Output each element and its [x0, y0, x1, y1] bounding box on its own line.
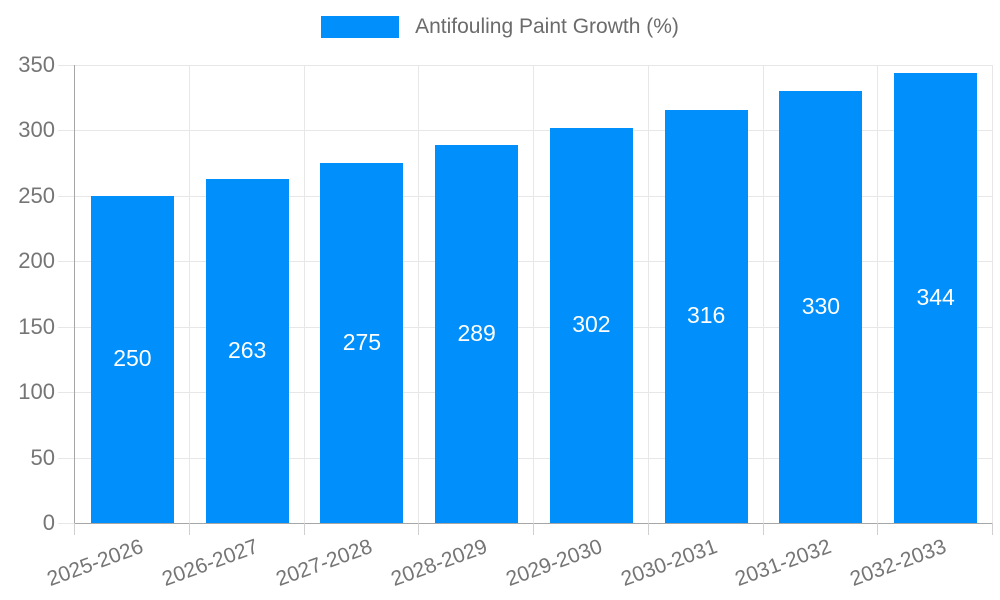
y-tick [58, 392, 74, 394]
y-gridline [75, 195, 993, 197]
y-gridline [75, 65, 993, 66]
x-gridline [762, 65, 764, 523]
y-axis-tick-label: 300 [18, 117, 55, 143]
y-axis-tick-label: 50 [30, 444, 55, 470]
y-axis-tick-label: 200 [18, 248, 55, 274]
x-tick [992, 523, 993, 535]
y-tick [58, 261, 74, 263]
x-tick [74, 523, 75, 535]
legend-item[interactable]: Antifouling Paint Growth (%) [0, 15, 1000, 39]
y-gridline [75, 326, 993, 328]
y-gridline [75, 261, 993, 263]
x-gridline [418, 65, 420, 523]
y-gridline [75, 457, 993, 459]
plot-area: 0 50 100 150 200 250 300 350 250 263 275 289 302 316 3… [18, 54, 993, 591]
y-gridline [75, 392, 993, 394]
legend-marker-swatch [321, 16, 400, 38]
x-gridline [647, 65, 649, 523]
bar-2032-2033[interactable] [894, 72, 978, 523]
y-tick [58, 326, 74, 328]
x-gridline [992, 65, 993, 523]
bar-2031-2032[interactable] [779, 91, 863, 523]
y-tick [58, 130, 74, 132]
y-tick [58, 457, 74, 459]
x-tick [647, 523, 649, 535]
x-axis-tick-label: 2025-2026 [43, 535, 147, 591]
bar-2025-2026[interactable] [90, 195, 174, 523]
y-tick [58, 523, 74, 524]
x-tick [418, 523, 420, 535]
x-tick [877, 523, 879, 535]
x-tick [303, 523, 305, 535]
y-axis-tick-label: 350 [18, 52, 55, 77]
x-axis-tick-label: 2029-2030 [502, 535, 606, 591]
x-axis-tick-label: 2028-2029 [388, 535, 491, 591]
bar-2029-2030[interactable] [549, 127, 633, 523]
y-tick [58, 65, 74, 66]
bar-2028-2029[interactable] [435, 144, 519, 523]
x-gridline [303, 65, 305, 523]
x-axis-tick-label: 2032-2033 [847, 535, 950, 591]
x-tick [762, 523, 764, 535]
y-tick [58, 195, 74, 197]
y-gridline [75, 130, 993, 132]
x-axis-tick-label: 2027-2028 [273, 535, 376, 591]
x-axis-tick-label: 2031-2032 [732, 535, 835, 591]
y-axis-tick-label: 0 [42, 510, 55, 535]
y-axis-tick-label: 250 [18, 182, 55, 208]
x-tick [188, 523, 190, 535]
bar-2030-2031[interactable] [664, 109, 748, 523]
x-gridline [877, 65, 879, 523]
bar-2027-2028[interactable] [320, 163, 404, 523]
x-gridline [188, 65, 190, 523]
y-axis-tick-label: 150 [18, 313, 55, 339]
x-axis-tick-label: 2030-2031 [617, 535, 720, 591]
bar-2026-2027[interactable] [205, 178, 289, 523]
x-gridline [533, 65, 534, 523]
x-axis-tick-label: 2026-2027 [158, 535, 261, 591]
legend-label: Antifouling Paint Growth (%) [415, 15, 679, 38]
y-axis-tick-label: 100 [18, 379, 55, 405]
x-tick [533, 523, 534, 535]
